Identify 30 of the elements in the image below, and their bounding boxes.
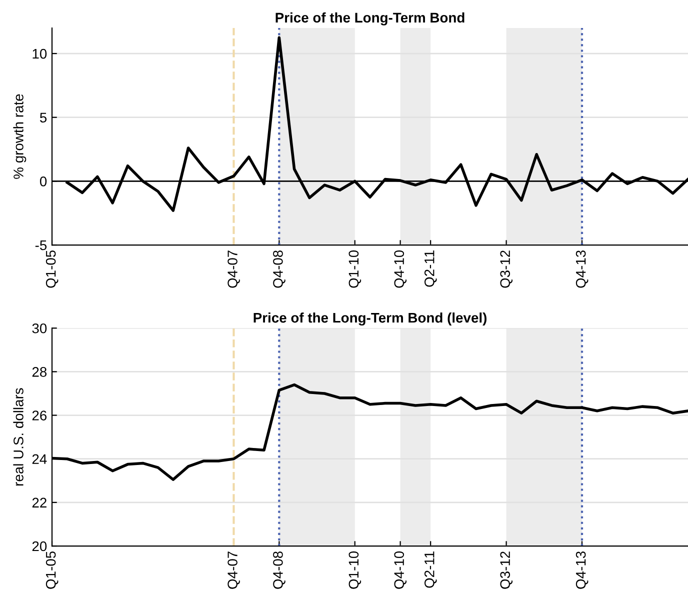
y-tick-label: 5 — [40, 112, 47, 123]
x-tick-label: Q4-13 — [576, 250, 588, 288]
x-tick-label: Q3-12 — [500, 552, 513, 589]
x-tick-label: Q4-13 — [576, 551, 588, 589]
y-axis-title: % growth rate — [13, 94, 26, 179]
x-tick-label: Q4-07 — [228, 250, 240, 288]
y-tick-label: 20 — [32, 541, 47, 552]
x-tick-label: Q4-10 — [394, 551, 407, 589]
x-tick-label: Q1-05 — [46, 551, 58, 589]
x-tick-label: Q2-11 — [424, 250, 437, 287]
y-tick-label: 24 — [32, 454, 47, 464]
y-tick-label: 10 — [32, 48, 47, 59]
y-tick-label: 0 — [40, 176, 47, 186]
x-tick-label: Q4-10 — [394, 250, 407, 288]
x-tick-label: Q1-10 — [348, 250, 362, 288]
y-tick-label: 28 — [32, 367, 47, 377]
x-tick-label: Q4-08 — [273, 551, 286, 589]
x-tick-label: Q2-11 — [424, 552, 437, 588]
y-tick-label: -5 — [35, 240, 47, 250]
x-tick-label: Q3-12 — [500, 250, 513, 288]
y-tick-label: 26 — [32, 410, 47, 420]
y-tick-label: 30 — [32, 323, 47, 334]
chart-title: Price of the Long-Term Bond — [276, 12, 464, 26]
x-tick-label: Q4-08 — [273, 250, 286, 288]
y-tick-label: 22 — [32, 498, 46, 508]
x-tick-label: Q1-10 — [348, 551, 362, 589]
y-axis-title: real U.S. dollars — [13, 388, 24, 486]
x-tick-label: Q4-07 — [228, 552, 240, 589]
chart-title: Price of the Long-Term Bond (level) — [254, 312, 486, 326]
x-tick-label: Q1-05 — [46, 250, 58, 288]
